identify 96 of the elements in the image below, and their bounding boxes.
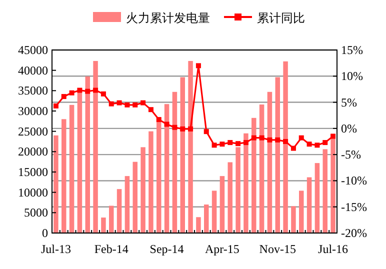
point [116, 100, 122, 106]
x-tick-label: Jul-16 [318, 242, 348, 256]
point [172, 124, 178, 130]
bar [140, 147, 146, 233]
bar [283, 61, 288, 233]
bar [132, 162, 138, 233]
bar [109, 206, 114, 233]
y-tick-label: 10000 [18, 185, 48, 200]
bar [322, 149, 328, 233]
bar [259, 104, 264, 233]
bar [196, 217, 201, 233]
point [188, 126, 194, 132]
point [236, 141, 241, 146]
point [204, 129, 209, 134]
point [243, 140, 248, 146]
y-tick-label: 40000 [18, 63, 48, 78]
y2-tick-label: -5% [341, 148, 361, 162]
point [93, 88, 98, 93]
y-tick-label: 0 [42, 226, 48, 240]
point [140, 100, 146, 106]
point [77, 88, 82, 93]
point [212, 142, 217, 148]
point [180, 126, 186, 132]
legend-label: 累计同比 [257, 11, 305, 25]
y2-tick-label: -10% [341, 174, 367, 188]
point [132, 102, 138, 108]
x-tick-label: Nov-15 [259, 242, 296, 256]
bar [188, 60, 193, 233]
y2-tick-label: 5% [341, 95, 357, 110]
bar [54, 135, 58, 233]
bar [244, 133, 248, 233]
bar [275, 77, 280, 233]
point [275, 137, 280, 142]
bar [252, 118, 256, 233]
bar [267, 92, 272, 233]
y2-tick-label: -20% [341, 226, 367, 240]
point [108, 101, 114, 106]
point [100, 91, 106, 96]
x-tick-label: Sep-14 [150, 242, 184, 256]
point [267, 137, 272, 142]
bar [148, 131, 154, 233]
bar [291, 206, 296, 233]
point [290, 146, 296, 151]
x-tick-label: Jul-13 [40, 242, 71, 256]
bar [93, 60, 98, 233]
point [322, 140, 328, 146]
bar [62, 119, 66, 233]
bar [236, 147, 240, 233]
y-tick-label: 25000 [18, 124, 48, 138]
y2-tick-label: 15% [341, 43, 363, 57]
y-tick-label: 30000 [18, 104, 48, 118]
point [85, 88, 90, 94]
point [283, 139, 288, 144]
point [69, 90, 74, 96]
point [228, 140, 233, 146]
point [156, 117, 162, 122]
bar [172, 92, 178, 233]
y-tick-label: 45000 [18, 43, 48, 57]
point [61, 94, 66, 100]
point [259, 135, 264, 140]
bar [314, 163, 320, 233]
bar [204, 204, 209, 233]
bar [85, 76, 90, 233]
bar [116, 189, 122, 233]
y-tick-label: 15000 [18, 165, 48, 179]
bar [220, 176, 225, 233]
bar [212, 190, 217, 233]
point [148, 107, 154, 112]
legend-label: 火力累计发电量 [126, 11, 210, 25]
bar [299, 190, 304, 233]
point [220, 142, 225, 147]
point [164, 122, 170, 127]
bar [180, 77, 185, 233]
point [196, 63, 201, 68]
bar [77, 91, 82, 233]
x-tick-label: Feb-14 [94, 242, 128, 256]
bar [228, 162, 232, 233]
bar [306, 177, 312, 233]
point [53, 103, 58, 108]
bar [124, 176, 130, 233]
point [306, 142, 312, 147]
point [330, 134, 336, 139]
point [298, 135, 304, 140]
y-tick-label: 5000 [24, 206, 48, 220]
y2-tick-label: -15% [341, 200, 367, 214]
point [251, 135, 256, 140]
y2-tick-label: 10% [341, 69, 363, 84]
y-tick-label: 35000 [18, 84, 48, 98]
point [314, 142, 320, 148]
bar [101, 218, 106, 233]
bar [69, 104, 74, 233]
y2-tick-label: 0% [341, 121, 357, 136]
bar [164, 104, 170, 233]
x-tick-label: Apr-15 [204, 242, 240, 256]
point [124, 102, 130, 108]
y-tick-label: 20000 [18, 144, 48, 159]
